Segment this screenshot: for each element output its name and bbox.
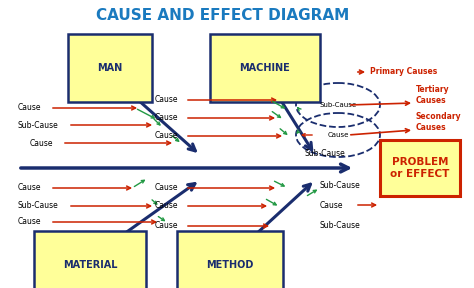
Text: MATERIAL: MATERIAL bbox=[63, 260, 117, 270]
Text: Cause: Cause bbox=[155, 113, 179, 122]
Text: Sub-Cause: Sub-Cause bbox=[320, 181, 361, 190]
Text: Cause: Cause bbox=[18, 217, 42, 226]
Text: MAN: MAN bbox=[97, 63, 123, 73]
Text: Cause: Cause bbox=[155, 183, 179, 192]
Text: Cause: Cause bbox=[30, 139, 54, 147]
Text: Cause: Cause bbox=[18, 103, 42, 113]
Text: Cause: Cause bbox=[328, 132, 349, 138]
Text: Cause: Cause bbox=[155, 96, 179, 105]
Text: MACHINE: MACHINE bbox=[240, 63, 291, 73]
Text: Cause: Cause bbox=[155, 221, 179, 230]
Text: CAUSE AND EFFECT DIAGRAM: CAUSE AND EFFECT DIAGRAM bbox=[96, 9, 349, 24]
Text: Tertiary
Causes: Tertiary Causes bbox=[416, 85, 450, 105]
Text: Cause: Cause bbox=[155, 202, 179, 211]
Text: Secondary
Causes: Secondary Causes bbox=[416, 112, 462, 132]
Text: Cause: Cause bbox=[18, 183, 42, 192]
FancyBboxPatch shape bbox=[380, 140, 460, 196]
Text: Cause: Cause bbox=[155, 132, 179, 141]
Text: Sub-Cause: Sub-Cause bbox=[320, 221, 361, 230]
Text: Primary Causes: Primary Causes bbox=[370, 67, 437, 77]
Text: Sub-Cause: Sub-Cause bbox=[18, 120, 59, 130]
Text: METHOD: METHOD bbox=[206, 260, 254, 270]
Text: Sub-Cause: Sub-Cause bbox=[319, 102, 356, 108]
Text: Cause: Cause bbox=[320, 200, 344, 209]
Text: Sub-Cause: Sub-Cause bbox=[18, 202, 59, 211]
Text: Sub-Cause: Sub-Cause bbox=[305, 149, 346, 158]
Text: PROBLEM
or EFFECT: PROBLEM or EFFECT bbox=[390, 157, 450, 179]
